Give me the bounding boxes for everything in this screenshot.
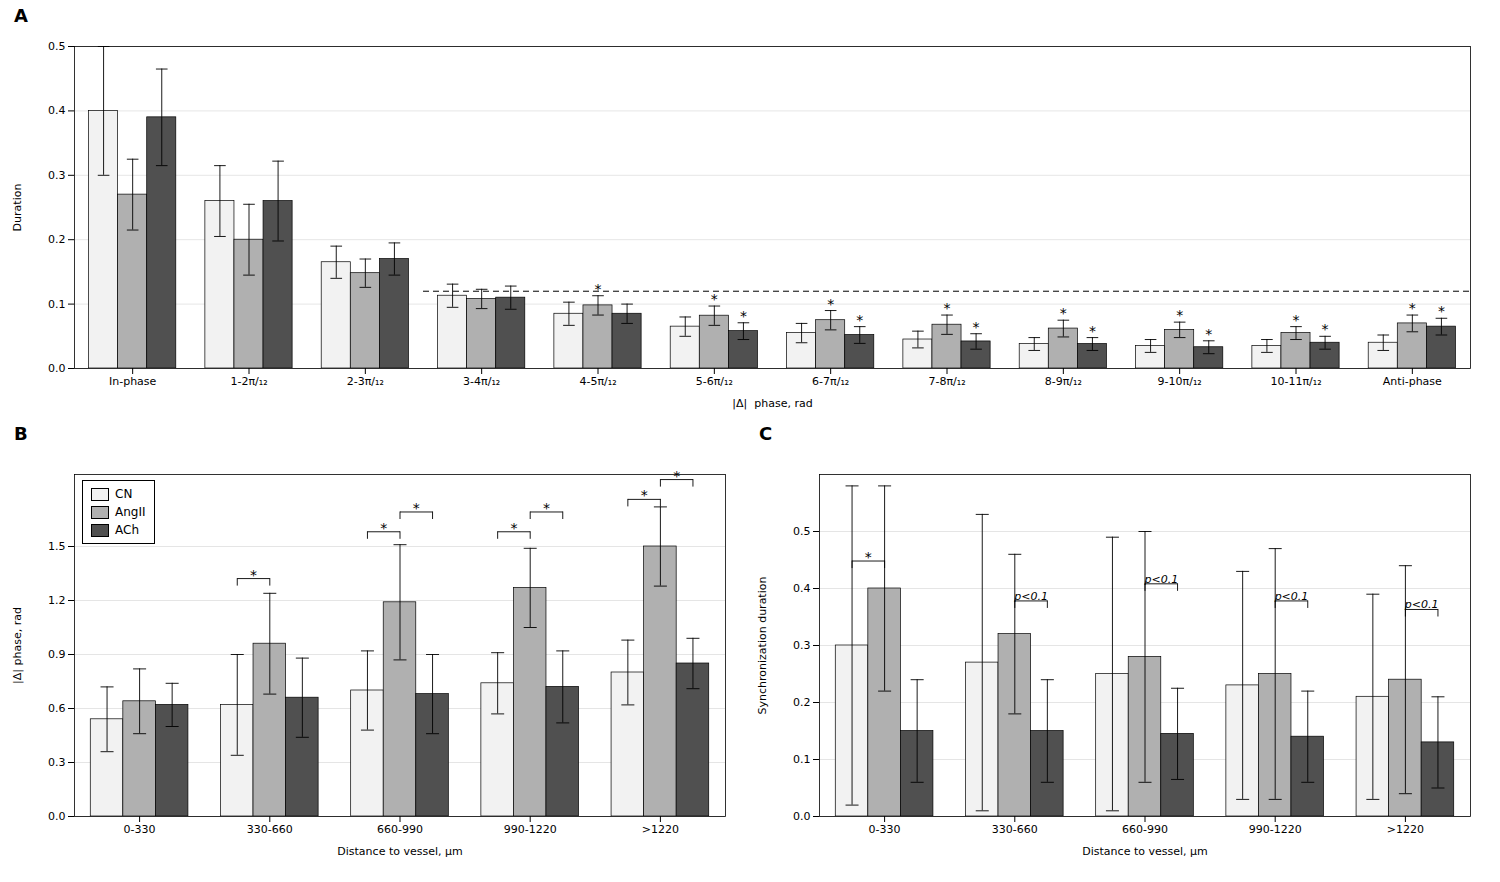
svg-text:p<0.1: p<0.1 xyxy=(1274,590,1309,603)
svg-text:*: * xyxy=(1438,303,1445,319)
svg-text:*: * xyxy=(1409,300,1416,316)
svg-text:In-phase: In-phase xyxy=(109,375,157,388)
svg-text:*: * xyxy=(510,520,517,536)
svg-text:*: * xyxy=(543,500,550,516)
svg-text:*: * xyxy=(740,308,747,324)
svg-text:Anti-phase: Anti-phase xyxy=(1383,375,1442,388)
svg-text:2-3π/₁₂: 2-3π/₁₂ xyxy=(347,375,384,388)
svg-text:0.9: 0.9 xyxy=(48,648,66,661)
svg-text:0.2: 0.2 xyxy=(48,233,66,246)
svg-text:p<0.1: p<0.1 xyxy=(1013,590,1048,603)
svg-text:0.3: 0.3 xyxy=(793,639,811,652)
svg-text:*: * xyxy=(1089,323,1096,339)
svg-text:0.3: 0.3 xyxy=(48,756,66,769)
svg-text:990-1220: 990-1220 xyxy=(1249,823,1302,836)
svg-text:*: * xyxy=(973,319,980,335)
svg-text:Synchronization duration: Synchronization duration xyxy=(756,577,769,715)
svg-text:p<0.1: p<0.1 xyxy=(1143,573,1178,586)
svg-text:9-10π/₁₂: 9-10π/₁₂ xyxy=(1158,375,1202,388)
svg-text:1-2π/₁₂: 1-2π/₁₂ xyxy=(230,375,267,388)
svg-text:>1220: >1220 xyxy=(642,823,679,836)
svg-text:6-7π/₁₂: 6-7π/₁₂ xyxy=(812,375,849,388)
svg-text:Duration: Duration xyxy=(11,184,24,232)
svg-text:0.4: 0.4 xyxy=(793,582,811,595)
svg-text:Distance to vessel, μm: Distance to vessel, μm xyxy=(1082,845,1207,858)
html-text:CN: CN xyxy=(115,487,133,501)
svg-text:660-990: 660-990 xyxy=(1122,823,1168,836)
svg-text:0-330: 0-330 xyxy=(124,823,156,836)
svg-text:p<0.1: p<0.1 xyxy=(1404,598,1439,611)
svg-text:*: * xyxy=(1205,326,1212,342)
svg-text:5-6π/₁₂: 5-6π/₁₂ xyxy=(696,375,733,388)
svg-text:*: * xyxy=(1293,312,1300,328)
svg-text:0.1: 0.1 xyxy=(48,298,66,311)
svg-text:*: * xyxy=(944,300,951,316)
svg-text:0.0: 0.0 xyxy=(48,810,66,823)
svg-text:1.5: 1.5 xyxy=(48,540,66,553)
svg-text:1.2: 1.2 xyxy=(48,594,66,607)
svg-text:660-990: 660-990 xyxy=(377,823,423,836)
svg-text:*: * xyxy=(865,549,872,565)
svg-text:3-4π/₁₂: 3-4π/₁₂ xyxy=(463,375,500,388)
svg-text:*: * xyxy=(827,296,834,312)
svg-text:0.1: 0.1 xyxy=(793,753,811,766)
html-text:A: A xyxy=(14,5,28,26)
svg-text:*: * xyxy=(250,567,257,583)
svg-text:*: * xyxy=(595,281,602,297)
svg-text:0.2: 0.2 xyxy=(793,696,811,709)
html-text:AngII: AngII xyxy=(115,505,146,519)
html-text:ACh: ACh xyxy=(115,523,139,537)
svg-text:0.6: 0.6 xyxy=(48,702,66,715)
svg-text:4-5π/₁₂: 4-5π/₁₂ xyxy=(579,375,616,388)
svg-text:*: * xyxy=(856,312,863,328)
svg-text:*: * xyxy=(1060,305,1067,321)
svg-text:0-330: 0-330 xyxy=(869,823,901,836)
svg-text:0.5: 0.5 xyxy=(793,525,811,538)
svg-text:*: * xyxy=(413,500,420,516)
svg-text:7-8π/₁₂: 7-8π/₁₂ xyxy=(928,375,965,388)
svg-text:0.0: 0.0 xyxy=(793,810,811,823)
html-text:B: B xyxy=(14,423,28,444)
svg-text:330-660: 330-660 xyxy=(247,823,293,836)
html-text:C: C xyxy=(759,423,773,444)
svg-text:*: * xyxy=(1176,307,1183,323)
svg-text:0.5: 0.5 xyxy=(48,40,66,53)
svg-text:0.4: 0.4 xyxy=(48,104,66,117)
svg-text:|Δ| phase, rad: |Δ| phase, rad xyxy=(732,397,812,410)
svg-text:*: * xyxy=(380,520,387,536)
svg-text:*: * xyxy=(673,468,680,484)
svg-text:|Δ| phase, rad: |Δ| phase, rad xyxy=(11,607,24,684)
svg-text:0.0: 0.0 xyxy=(48,362,66,375)
svg-text:>1220: >1220 xyxy=(1387,823,1424,836)
svg-text:10-11π/₁₂: 10-11π/₁₂ xyxy=(1270,375,1321,388)
svg-text:8-9π/₁₂: 8-9π/₁₂ xyxy=(1045,375,1082,388)
svg-text:330-660: 330-660 xyxy=(992,823,1038,836)
svg-text:*: * xyxy=(641,487,648,503)
svg-text:0.3: 0.3 xyxy=(48,169,66,182)
svg-text:990-1220: 990-1220 xyxy=(504,823,557,836)
svg-text:Distance to vessel, μm: Distance to vessel, μm xyxy=(337,845,462,858)
svg-text:*: * xyxy=(711,291,718,307)
svg-text:*: * xyxy=(1322,321,1329,337)
